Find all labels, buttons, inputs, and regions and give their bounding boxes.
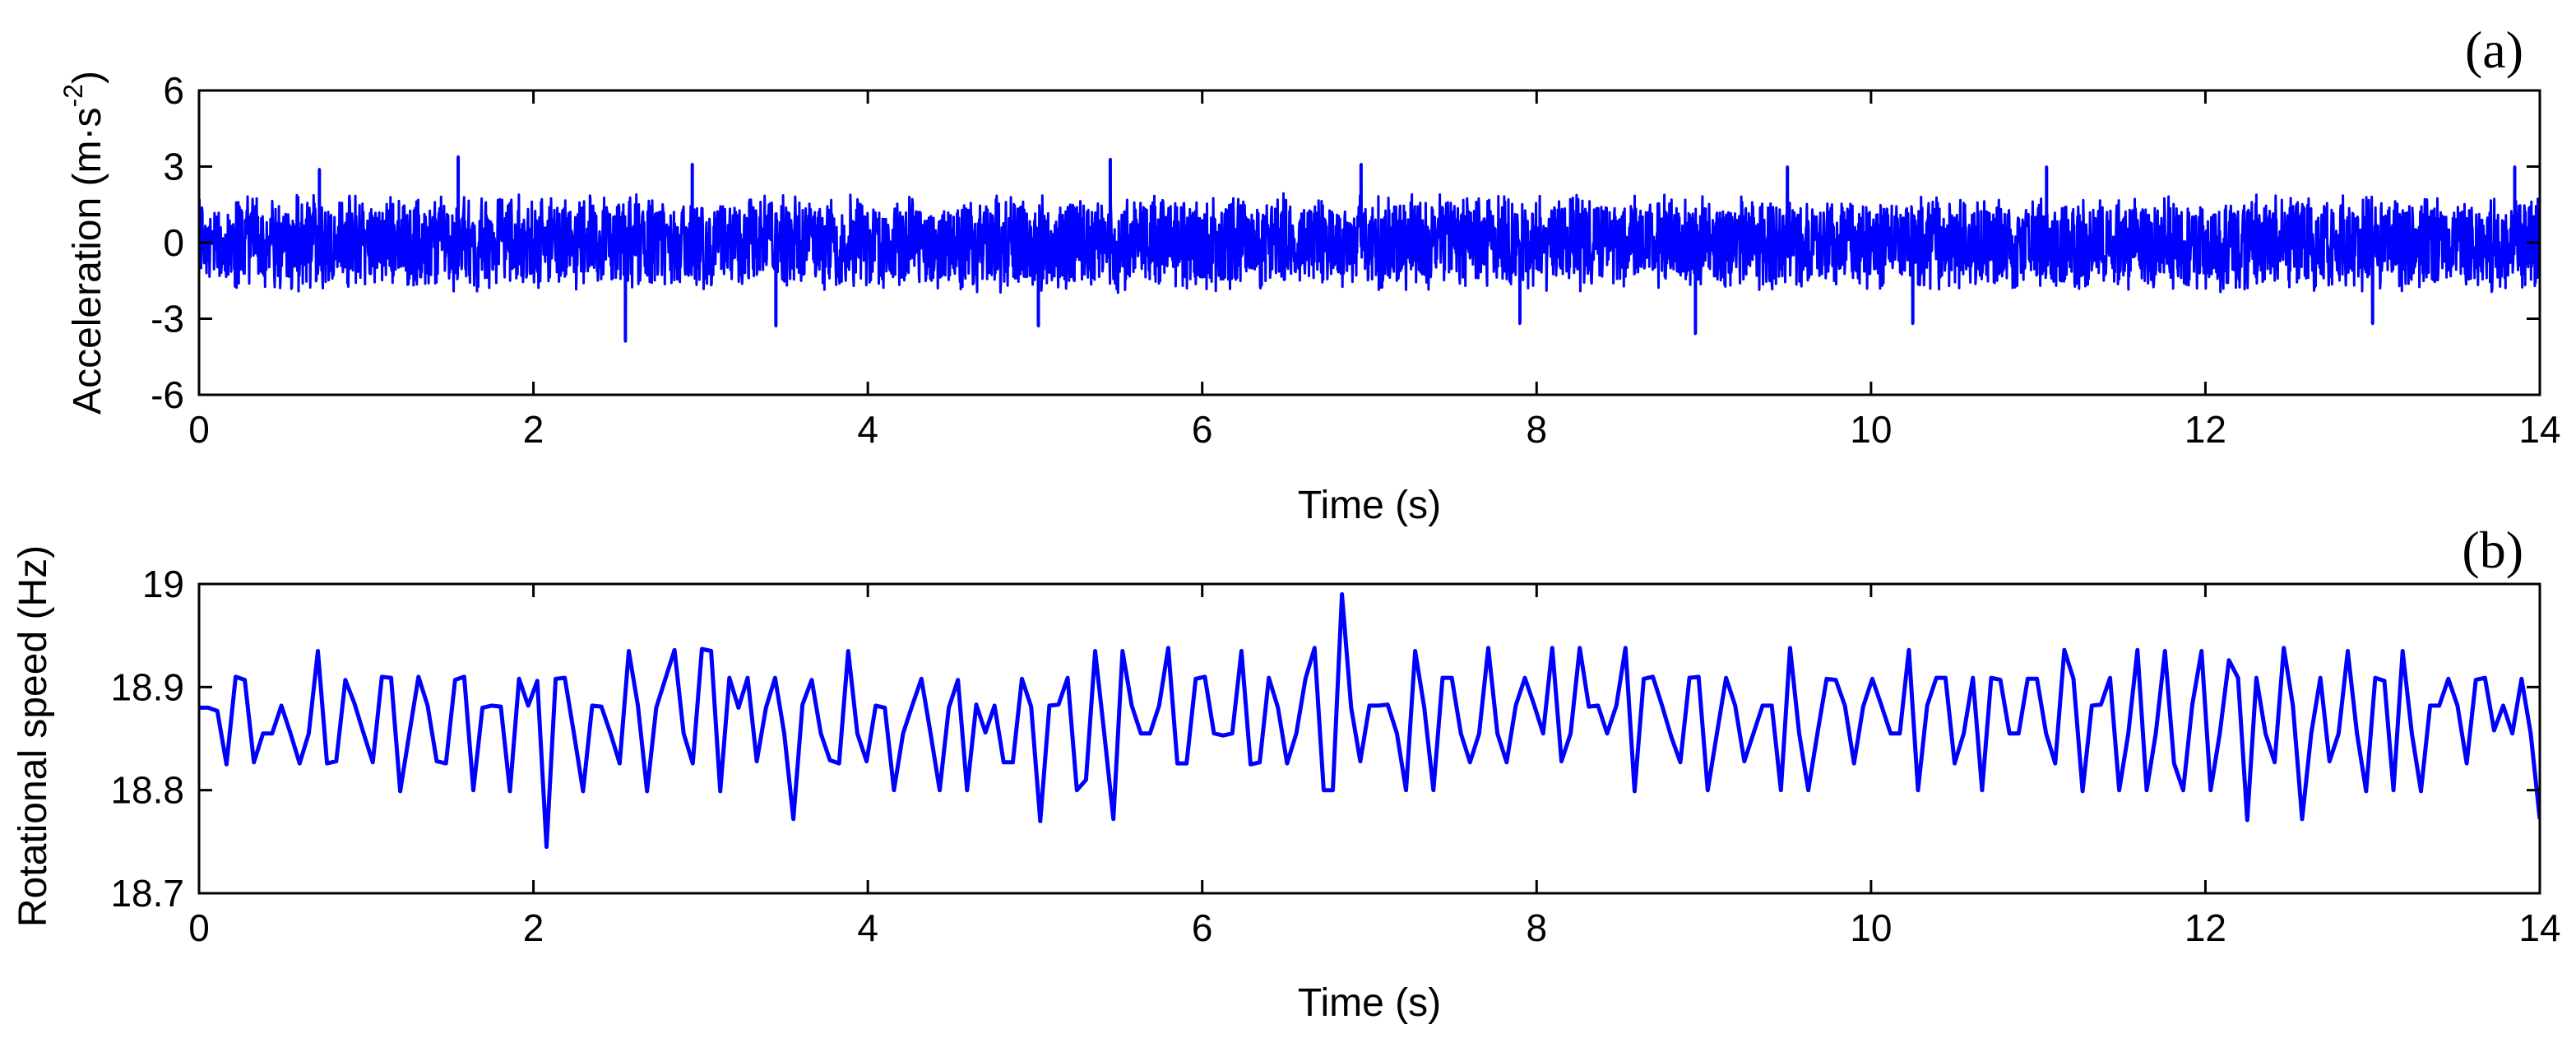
y-tick-label: 18.7 <box>110 872 184 915</box>
x-tick-label: 4 <box>857 906 878 949</box>
y-tick-label: 19 <box>142 563 184 605</box>
panel-a-frame <box>197 89 2541 396</box>
x-tick-label: 2 <box>523 408 544 451</box>
panel-a-ylabel: Acceleration (m·s-2) <box>58 71 109 415</box>
panel-b-rotational-speed: 0 2 4 6 8 10 12 14 18.7 18.8 18.9 19 Time (s) Rotat… <box>12 521 2561 1025</box>
x-tick-label: 4 <box>857 408 878 451</box>
x-tick-label: 10 <box>1850 408 1892 451</box>
y-tick-label: 18.9 <box>110 665 184 708</box>
panel-b-frame <box>197 582 2541 895</box>
rotational-speed-series <box>199 592 2540 850</box>
x-tick-label: 14 <box>2518 906 2560 949</box>
panel-b-ylabel: Rotational speed (Hz) <box>12 545 55 927</box>
x-tick-label: 14 <box>2518 408 2560 451</box>
acceleration-line <box>199 155 2540 343</box>
panel-b-xlabel: Time (s) <box>1298 981 1441 1025</box>
x-tick-label: 8 <box>1526 408 1547 451</box>
panel-a-acceleration: 0 2 4 6 8 10 12 14 -6 -3 0 3 6 Time (s) Acceleration… <box>58 21 2561 527</box>
x-tick-label: 0 <box>188 408 210 451</box>
x-tick-label: 2 <box>523 906 544 949</box>
x-tick-label: 12 <box>2185 906 2226 949</box>
y-tick-label: 18.8 <box>110 769 184 812</box>
y-tick-label: -6 <box>151 373 184 416</box>
x-tick-label: 6 <box>1192 408 1213 451</box>
y-tick-label: 0 <box>163 221 184 264</box>
y-tick-label: -3 <box>151 298 184 341</box>
x-tick-label: 0 <box>188 906 210 949</box>
x-tick-label: 12 <box>2185 408 2226 451</box>
rotational-speed-line <box>199 592 2540 850</box>
panel-b-tag: (b) <box>2462 521 2523 579</box>
panel-a-xlabel: Time (s) <box>1298 484 1441 527</box>
x-tick-label: 8 <box>1526 906 1547 949</box>
x-tick-label: 6 <box>1192 906 1213 949</box>
y-tick-label: 3 <box>163 146 184 188</box>
panel-a-ticks: 0 2 4 6 8 10 12 14 -6 -3 0 3 6 <box>151 69 2560 451</box>
panel-a-tag: (a) <box>2465 21 2523 79</box>
acceleration-series <box>199 155 2540 343</box>
x-tick-label: 10 <box>1850 906 1892 949</box>
y-tick-label: 6 <box>163 69 184 112</box>
